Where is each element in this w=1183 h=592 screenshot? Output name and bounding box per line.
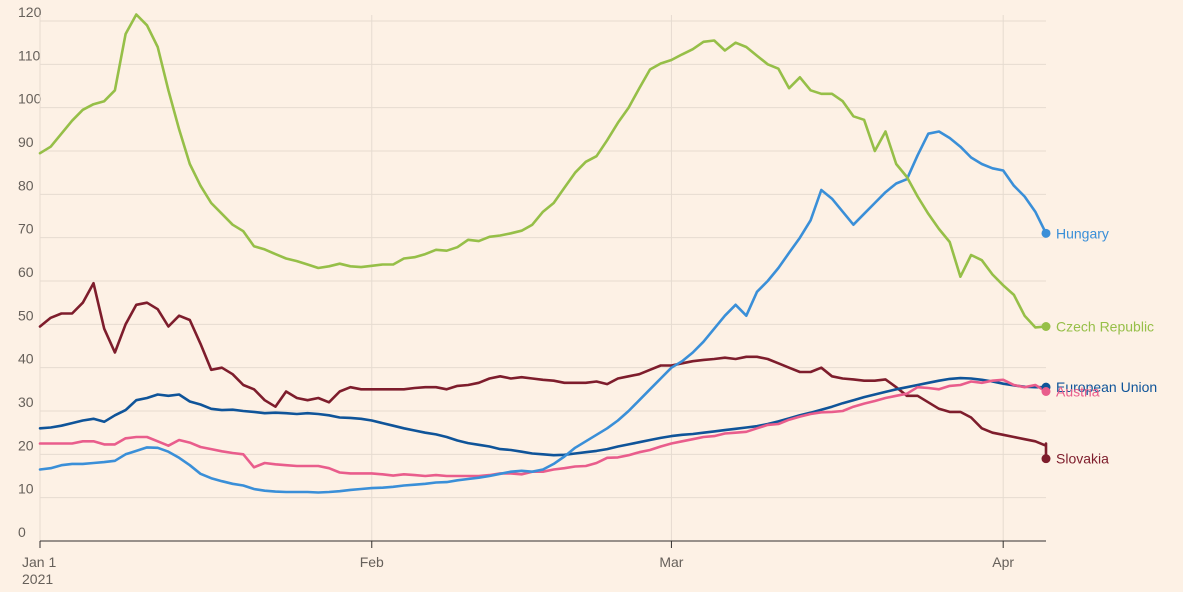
y-tick-label: 50 bbox=[18, 307, 34, 323]
y-tick-label: 110 bbox=[18, 47, 41, 63]
series-line-czech-republic bbox=[38, 13, 1048, 329]
y-tick-label: 80 bbox=[18, 177, 34, 193]
y-gridlines bbox=[40, 20, 1046, 499]
y-tick-label: 70 bbox=[18, 221, 34, 237]
y-tick-label: 90 bbox=[18, 134, 34, 150]
x-tick-label: Apr bbox=[992, 554, 1014, 570]
series-line-european-union bbox=[38, 376, 1048, 457]
series-end-dot-austria bbox=[1041, 387, 1051, 396]
series-label-european-union: European Union bbox=[1056, 379, 1157, 395]
y-tick-label: 100 bbox=[18, 91, 42, 107]
series-label-austria: Austria bbox=[1056, 384, 1100, 400]
series-label-czech-republic: Czech Republic bbox=[1056, 319, 1154, 335]
x-gridlines bbox=[39, 15, 1004, 548]
y-tick-label: 30 bbox=[18, 394, 34, 410]
y-tick-label: 10 bbox=[18, 481, 34, 497]
x-tick-sublabel: 2021 bbox=[22, 571, 53, 587]
series-lines bbox=[38, 13, 1048, 494]
series-label-slovakia: Slovakia bbox=[1056, 451, 1109, 467]
x-tick-label: Feb bbox=[360, 554, 384, 570]
series-line-austria bbox=[38, 378, 1048, 478]
y-tick-label: 120 bbox=[18, 4, 42, 20]
series-label-hungary: Hungary bbox=[1056, 225, 1109, 241]
y-tick-label: 40 bbox=[18, 351, 34, 367]
series-line-slovakia bbox=[38, 281, 1048, 460]
x-tick-label: Mar bbox=[659, 554, 683, 570]
y-tick-labels: 0 10 20 30 40 50 60 70 80 90 100 110 120 bbox=[18, 4, 42, 540]
y-tick-label: 60 bbox=[18, 264, 34, 280]
series-end-dot-hungary bbox=[1041, 228, 1051, 238]
x-tick-label: Jan 1 bbox=[22, 554, 56, 570]
y-tick-label: 20 bbox=[18, 437, 34, 453]
y-tick-label: 0 bbox=[18, 524, 26, 540]
series-line-hungary bbox=[38, 130, 1048, 494]
series-end-dot-slovakia bbox=[1041, 454, 1051, 464]
series-end-dot-czech-republic bbox=[1041, 322, 1051, 331]
